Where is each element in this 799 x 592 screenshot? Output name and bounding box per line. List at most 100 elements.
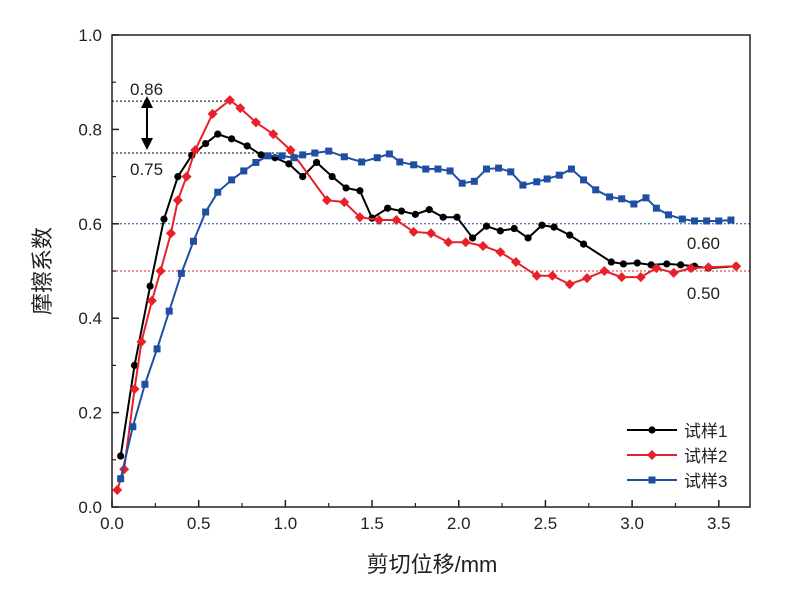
data-point	[130, 361, 139, 369]
data-point	[214, 130, 222, 138]
data-point	[243, 142, 251, 150]
data-point	[252, 158, 260, 166]
legend: 试样1 试样2 试样3	[627, 422, 727, 491]
series-试样2	[112, 95, 742, 496]
data-point	[580, 176, 588, 184]
data-point	[633, 259, 641, 267]
legend-label: 试样1	[684, 422, 727, 441]
data-point	[202, 139, 210, 148]
data-point	[385, 150, 393, 158]
y-tick-label: 1.0	[78, 26, 102, 45]
series-line	[116, 98, 737, 491]
data-point	[543, 175, 551, 183]
data-point	[524, 234, 532, 242]
data-point	[146, 295, 157, 306]
data-point	[224, 95, 235, 106]
data-point	[453, 213, 461, 221]
data-point	[458, 179, 466, 187]
data-point	[172, 195, 183, 206]
data-point	[384, 204, 392, 212]
data-point	[129, 423, 137, 431]
data-point	[630, 200, 638, 208]
data-point	[202, 208, 210, 216]
data-point	[731, 261, 742, 272]
x-tick-label: 3.5	[707, 514, 731, 533]
data-point	[703, 217, 711, 225]
data-point	[691, 217, 699, 225]
data-point	[495, 247, 506, 258]
series-试样3	[117, 147, 735, 483]
annotation-label: 0.75	[130, 160, 163, 179]
data-point	[686, 263, 697, 274]
data-point	[325, 147, 333, 155]
data-point	[354, 212, 365, 223]
data-point	[635, 272, 646, 283]
data-point	[396, 158, 404, 166]
data-point	[174, 173, 182, 181]
data-point	[321, 195, 332, 206]
data-point	[647, 450, 657, 460]
annotation-label: 0.60	[687, 234, 720, 253]
data-point	[408, 226, 419, 237]
data-point	[470, 177, 478, 185]
x-axis-label: 剪切位移/mm	[367, 552, 498, 577]
data-point	[619, 260, 628, 268]
annotation-label: 0.86	[130, 80, 163, 99]
y-tick-label: 0.2	[78, 404, 102, 423]
data-point	[235, 103, 246, 114]
x-tick-label: 0.0	[100, 514, 124, 533]
data-point	[285, 145, 296, 156]
data-point	[426, 228, 436, 239]
data-point	[373, 215, 384, 226]
data-point	[566, 231, 574, 239]
ticks: 0.0 0.5 1.0 1.5 2.0 2.5 3.0 3.5 0.0 0.2 0.4 0.6 0.8 1…	[78, 26, 730, 533]
data-point	[299, 173, 307, 181]
data-point	[339, 197, 350, 208]
data-point	[519, 181, 527, 189]
x-tick-label: 2.0	[447, 514, 471, 533]
data-point	[257, 151, 265, 159]
data-point	[165, 228, 176, 239]
y-tick-label: 0.8	[78, 120, 102, 139]
data-point	[340, 153, 348, 161]
x-tick-label: 1.5	[360, 514, 384, 533]
data-point	[112, 485, 123, 496]
data-point	[446, 167, 454, 175]
data-point	[299, 151, 307, 159]
data-point	[391, 215, 402, 226]
data-point	[373, 154, 381, 162]
data-point	[567, 165, 575, 173]
data-point	[264, 152, 272, 160]
data-point	[278, 152, 286, 160]
data-point	[663, 260, 671, 268]
data-point	[547, 270, 558, 281]
data-point	[510, 224, 518, 233]
y-tick-label: 0.4	[78, 309, 102, 328]
data-point	[146, 282, 154, 290]
data-point	[155, 266, 166, 276]
x-tick-label: 0.5	[187, 514, 211, 533]
data-point	[153, 345, 161, 353]
legend-label: 试样3	[684, 472, 727, 491]
data-point	[550, 223, 558, 231]
data-point	[358, 158, 366, 166]
data-point	[495, 164, 503, 172]
data-point	[228, 176, 236, 184]
data-point	[439, 213, 447, 221]
legend-item: 试样1	[627, 422, 727, 441]
data-point	[715, 217, 723, 225]
data-point	[668, 267, 679, 278]
data-point	[397, 207, 406, 215]
data-point	[531, 270, 542, 281]
data-point	[703, 262, 714, 273]
data-point	[434, 165, 442, 173]
data-point	[312, 158, 321, 167]
series-group	[112, 95, 742, 496]
data-point	[410, 161, 418, 169]
data-point	[268, 129, 279, 140]
data-point	[443, 237, 454, 248]
data-point	[240, 167, 248, 175]
reference-lines	[112, 100, 750, 272]
data-point	[177, 269, 185, 277]
